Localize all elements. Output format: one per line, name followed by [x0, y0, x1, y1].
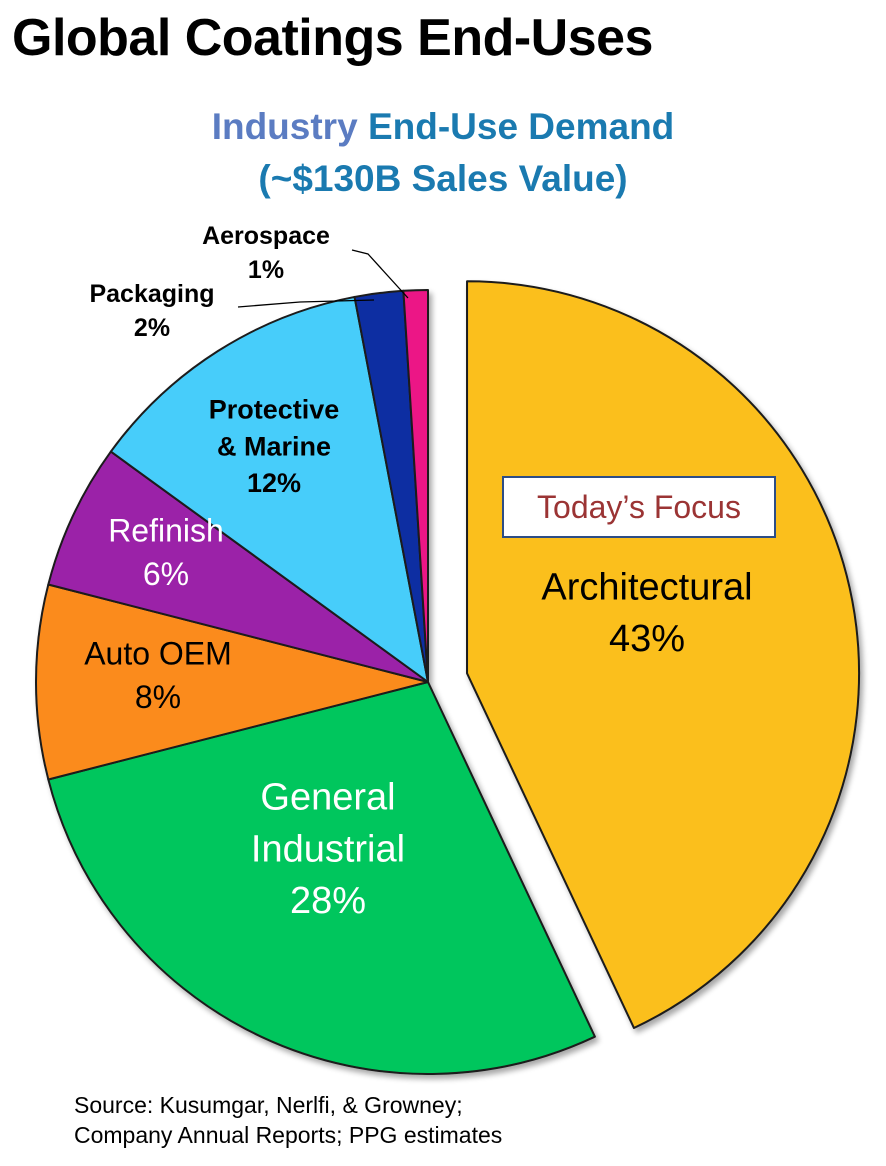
slice-name-general-industrial: Industrial: [251, 828, 405, 870]
source-note: Source: Kusumgar, Nerlfi, & Growney; Com…: [74, 1090, 502, 1150]
todays-focus-box: Today’s Focus: [502, 476, 776, 538]
slice-label-general-industrial: General Industrial 28%: [251, 777, 405, 922]
slice-value-packaging: 2%: [134, 314, 170, 342]
chart-subtitle-line2: (~$130B Sales Value): [258, 158, 628, 199]
pie-slice-general-industrial: [47, 681, 596, 1075]
slice-name-auto-oem: Auto OEM: [84, 635, 232, 671]
pie-slice-protective-and-marine: [109, 295, 429, 683]
slice-value-auto-oem: 8%: [135, 679, 181, 715]
slice-label-architectural: Architectural 43%: [541, 566, 752, 660]
source-line-1: Source: Kusumgar, Nerlfi, & Growney;: [74, 1092, 463, 1118]
pie-slice-refinish: [47, 450, 429, 683]
chart-subtitle-line1: Industry End-Use Demand: [0, 106, 886, 148]
slice-name-packaging: Packaging: [89, 280, 214, 308]
slice-name-refinish: Refinish: [108, 512, 224, 548]
slice-label-aerospace: Aerospace 1%: [202, 222, 330, 284]
subtitle-industry-word: Industry: [211, 106, 358, 147]
slice-name-aerospace: Aerospace: [202, 222, 330, 250]
pie-slice-auto-oem: [35, 583, 429, 781]
slice-name-protective-and-marine: Protective: [209, 395, 340, 425]
slice-value-protective-and-marine: 12%: [247, 468, 301, 498]
leader-line-packaging: [237, 299, 375, 308]
slice-value-refinish: 6%: [143, 556, 189, 592]
leader-line-aerospace: [351, 249, 409, 299]
slice-label-packaging: Packaging 2%: [89, 280, 214, 342]
slice-label-refinish: Refinish 6%: [108, 512, 224, 592]
slice-name-general-industrial: General: [260, 777, 395, 819]
slice-label-auto-oem: Auto OEM 8%: [84, 635, 232, 715]
slice-label-protective-and-marine: Protective & Marine 12%: [209, 395, 340, 498]
slice-value-general-industrial: 28%: [290, 880, 366, 922]
slice-name-architectural: Architectural: [541, 566, 752, 608]
pie-slice-aerospace: [402, 288, 429, 683]
slice-name-protective-and-marine: & Marine: [217, 431, 331, 461]
slice-value-architectural: 43%: [609, 618, 685, 660]
pie-slice-architectural: [466, 280, 861, 1029]
subtitle-end-use-demand: End-Use Demand: [367, 106, 675, 147]
source-line-2: Company Annual Reports; PPG estimates: [74, 1122, 503, 1148]
chart-title: Global Coatings End-Uses: [12, 9, 653, 67]
slice-value-aerospace: 1%: [248, 256, 284, 284]
